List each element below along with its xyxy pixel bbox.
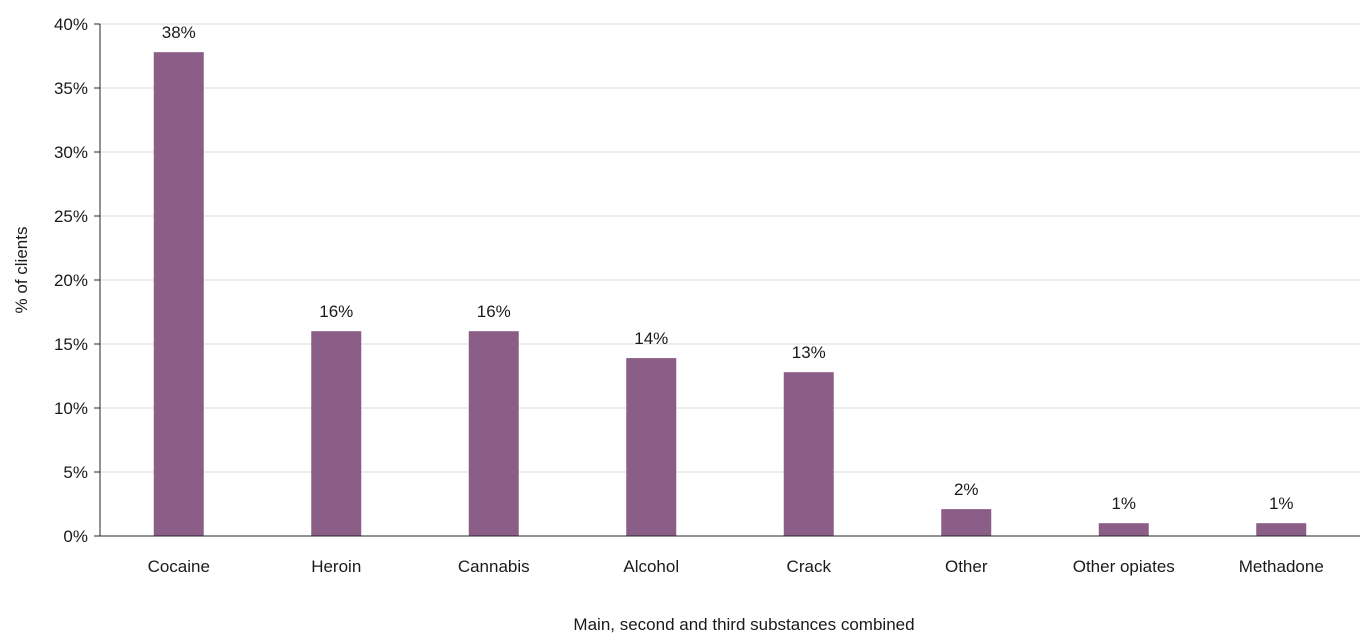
data-label: 16%	[319, 302, 353, 321]
y-tick-label: 25%	[54, 207, 88, 226]
axes	[99, 24, 1360, 537]
x-tick-label: Methadone	[1239, 557, 1324, 576]
gridlines	[94, 23, 1360, 537]
y-tick-label: 15%	[54, 335, 88, 354]
data-label: 38%	[162, 23, 196, 42]
bar-other	[941, 509, 992, 536]
x-tick-label: Crack	[787, 557, 832, 576]
y-tick-label: 35%	[54, 79, 88, 98]
bar-cannabis	[468, 331, 519, 536]
data-label: 2%	[954, 480, 979, 499]
x-tick-labels: Cocaine Heroin Cannabis Alcohol Crack Other Ot…	[148, 557, 1324, 576]
x-axis-title: Main, second and third substances combin…	[573, 615, 914, 634]
bar-heroin	[311, 331, 362, 536]
y-tick-label: 5%	[63, 463, 88, 482]
data-label: 1%	[1111, 494, 1136, 513]
y-tick-label: 30%	[54, 143, 88, 162]
x-tick-label: Cocaine	[148, 557, 210, 576]
bar-methadone	[1256, 523, 1307, 536]
bar-crack	[783, 372, 834, 536]
data-label: 14%	[634, 329, 668, 348]
x-tick-label: Other	[945, 557, 988, 576]
data-label: 1%	[1269, 494, 1294, 513]
bar-cocaine	[153, 52, 204, 536]
y-tick-label: 40%	[54, 15, 88, 34]
y-tick-label: 0%	[63, 527, 88, 546]
y-tick-label: 20%	[54, 271, 88, 290]
x-tick-label: Other opiates	[1073, 557, 1175, 576]
bar-alcohol	[626, 358, 677, 536]
data-labels: 38% 16% 16% 14% 13% 2% 1% 1%	[162, 23, 1294, 513]
y-axis-title: % of clients	[12, 227, 31, 314]
y-tick-labels: 0% 5% 10% 15% 20% 25% 30% 35% 40%	[54, 15, 88, 546]
y-tick-label: 10%	[54, 399, 88, 418]
data-label: 13%	[792, 343, 826, 362]
x-tick-label: Alcohol	[623, 557, 679, 576]
x-tick-label: Heroin	[311, 557, 361, 576]
bar-other-opiates	[1098, 523, 1149, 536]
data-label: 16%	[477, 302, 511, 321]
x-tick-label: Cannabis	[458, 557, 530, 576]
bars	[153, 52, 1307, 536]
